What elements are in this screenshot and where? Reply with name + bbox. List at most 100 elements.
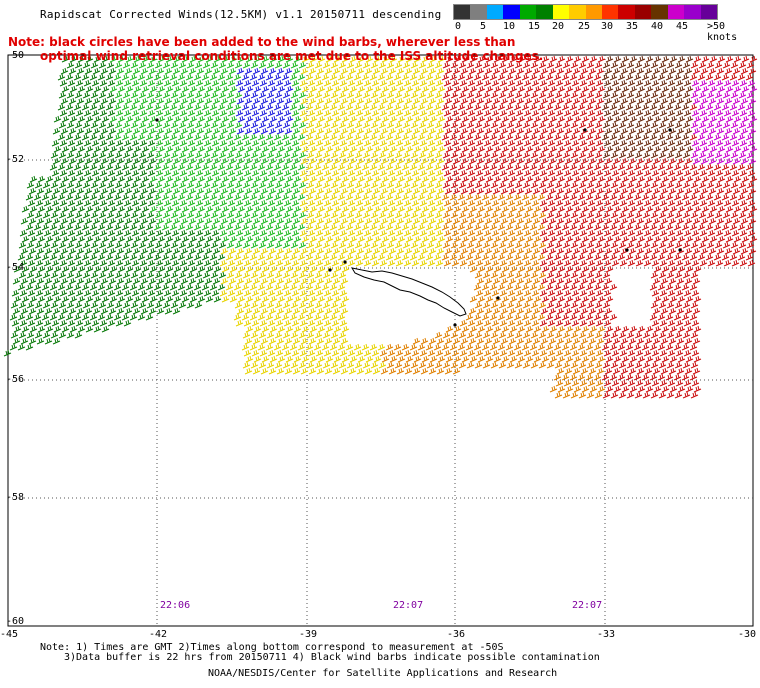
longitude-tick-label: -42 [149, 629, 168, 640]
wind-barb [389, 205, 398, 213]
wind-barb [668, 337, 677, 345]
wind-barb [393, 133, 402, 141]
wind-barb [195, 139, 204, 147]
wind-barb [739, 109, 748, 117]
wind-barb [497, 103, 506, 111]
wind-barb [468, 307, 477, 315]
wind-barb [693, 205, 702, 213]
wind-barb [313, 133, 322, 141]
wind-barb [651, 199, 660, 207]
wind-barb [588, 307, 597, 315]
wind-barb [65, 253, 74, 261]
wind-barb [345, 163, 354, 171]
wind-barb [340, 367, 349, 375]
wind-barb [340, 277, 349, 285]
wind-barb [348, 247, 357, 255]
wind-barb [89, 193, 98, 201]
wind-barb [145, 193, 154, 201]
legend-swatch [700, 5, 717, 19]
wind-barb [403, 349, 412, 357]
wind-barb [137, 73, 146, 81]
wind-barb [441, 163, 450, 171]
wind-barb [132, 217, 141, 225]
wind-barb [276, 247, 285, 255]
wind-barb [268, 157, 277, 165]
wind-barb [173, 205, 182, 213]
wind-barb [284, 277, 293, 285]
wind-barb [340, 337, 349, 345]
wind-barb [381, 205, 390, 213]
wind-barb [722, 151, 731, 159]
wind-barb [533, 205, 542, 213]
wind-barb [657, 163, 666, 171]
wind-barb [490, 271, 499, 279]
wind-barb [404, 247, 413, 255]
wind-barb [561, 283, 570, 291]
wind-barb [34, 181, 43, 189]
wind-barb [301, 85, 310, 93]
wind-barb [179, 259, 188, 267]
wind-barb [261, 325, 270, 333]
wind-barb [25, 343, 34, 351]
wind-barb [578, 301, 587, 309]
wind-barb [485, 355, 494, 363]
wind-barb [401, 343, 410, 351]
wind-barb [211, 169, 220, 177]
wind-barb [309, 295, 318, 303]
wind-barb [189, 175, 198, 183]
wind-barb [468, 217, 477, 225]
wind-barb [425, 223, 434, 231]
wind-barb [66, 61, 75, 69]
wind-barb [322, 361, 331, 369]
wind-barb [425, 133, 434, 141]
wind-barb [323, 349, 332, 357]
wind-barb [674, 331, 683, 339]
wind-barb [650, 331, 659, 339]
wind-barb [633, 253, 642, 261]
wind-barb [531, 109, 540, 117]
wind-barb [371, 349, 380, 357]
wind-barb [588, 67, 597, 75]
wind-barb [251, 199, 260, 207]
wind-barb [699, 109, 708, 117]
wind-barb [61, 145, 70, 153]
wind-barb [155, 199, 164, 207]
wind-barb [715, 199, 724, 207]
wind-barb [442, 91, 451, 99]
wind-barb [236, 67, 245, 75]
wind-barb [555, 289, 564, 297]
wind-barb [330, 241, 339, 249]
latitude-tick-label: -50 [6, 50, 25, 61]
wind-barb [525, 235, 534, 243]
wind-barb [378, 151, 387, 159]
wind-barb [265, 193, 274, 201]
wind-barb [249, 163, 258, 171]
wind-barb [259, 79, 268, 87]
wind-barb [637, 325, 646, 333]
wind-barb [209, 133, 218, 141]
wind-barb [564, 247, 573, 255]
wind-barb [659, 139, 668, 147]
wind-barb [643, 109, 652, 117]
wind-barb [331, 349, 340, 357]
wind-barb [619, 259, 628, 267]
wind-barb [524, 307, 533, 315]
wind-barb [713, 103, 722, 111]
wind-barb [539, 259, 548, 267]
wind-barb [307, 349, 316, 357]
wind-barb [77, 325, 86, 333]
wind-barb [564, 217, 573, 225]
wind-barb [123, 199, 132, 207]
wind-barb [252, 247, 261, 255]
wind-barb [265, 133, 274, 141]
wind-barb [684, 187, 693, 195]
wind-barb [701, 235, 710, 243]
wind-barb [33, 223, 42, 231]
wind-barb [291, 349, 300, 357]
wind-barb [609, 253, 618, 261]
wind-barb [364, 97, 373, 105]
wind-barb [666, 301, 675, 309]
wind-barb [509, 145, 518, 153]
wind-barb [633, 223, 642, 231]
wind-barb [27, 199, 36, 207]
